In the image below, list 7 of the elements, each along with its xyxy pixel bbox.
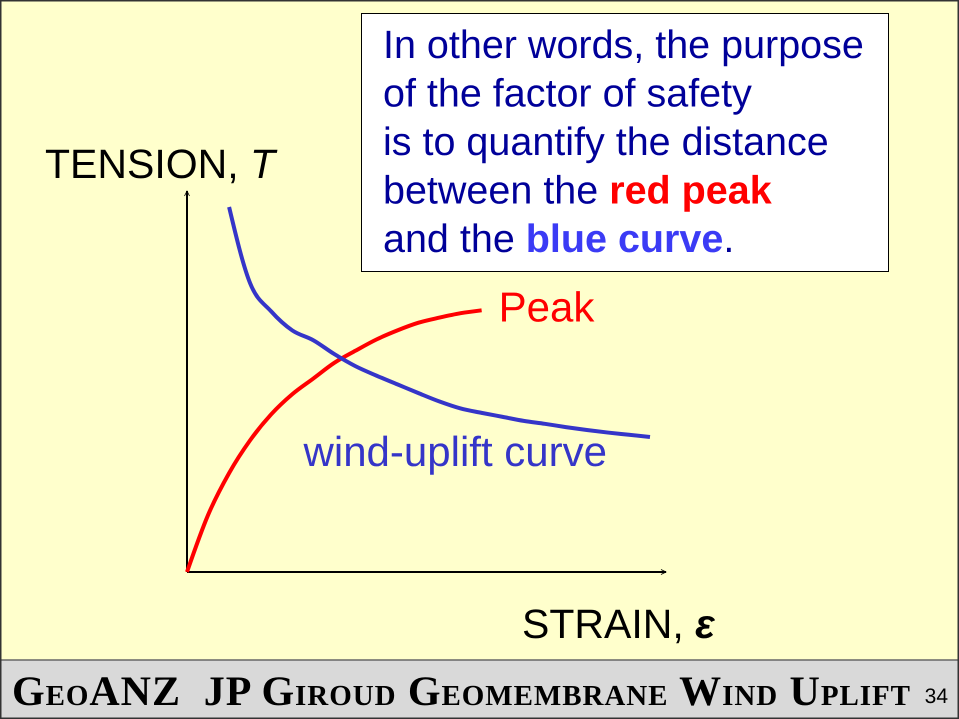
- text: GeoANZ JP Giroud Geomembrane Wind Uplift: [12, 669, 910, 715]
- text: 34: [924, 685, 948, 708]
- annotation: Peak: [498, 283, 596, 330]
- text: In other words, the purpose of the factor of safety is to quantify the distance between the red peak and the blue curve.: [383, 23, 864, 261]
- y-axis-title: TENSION, T: [45, 141, 278, 187]
- x-axis-title: STRAIN, ε: [522, 601, 716, 647]
- series-label: wind-uplift curve: [302, 428, 607, 475]
